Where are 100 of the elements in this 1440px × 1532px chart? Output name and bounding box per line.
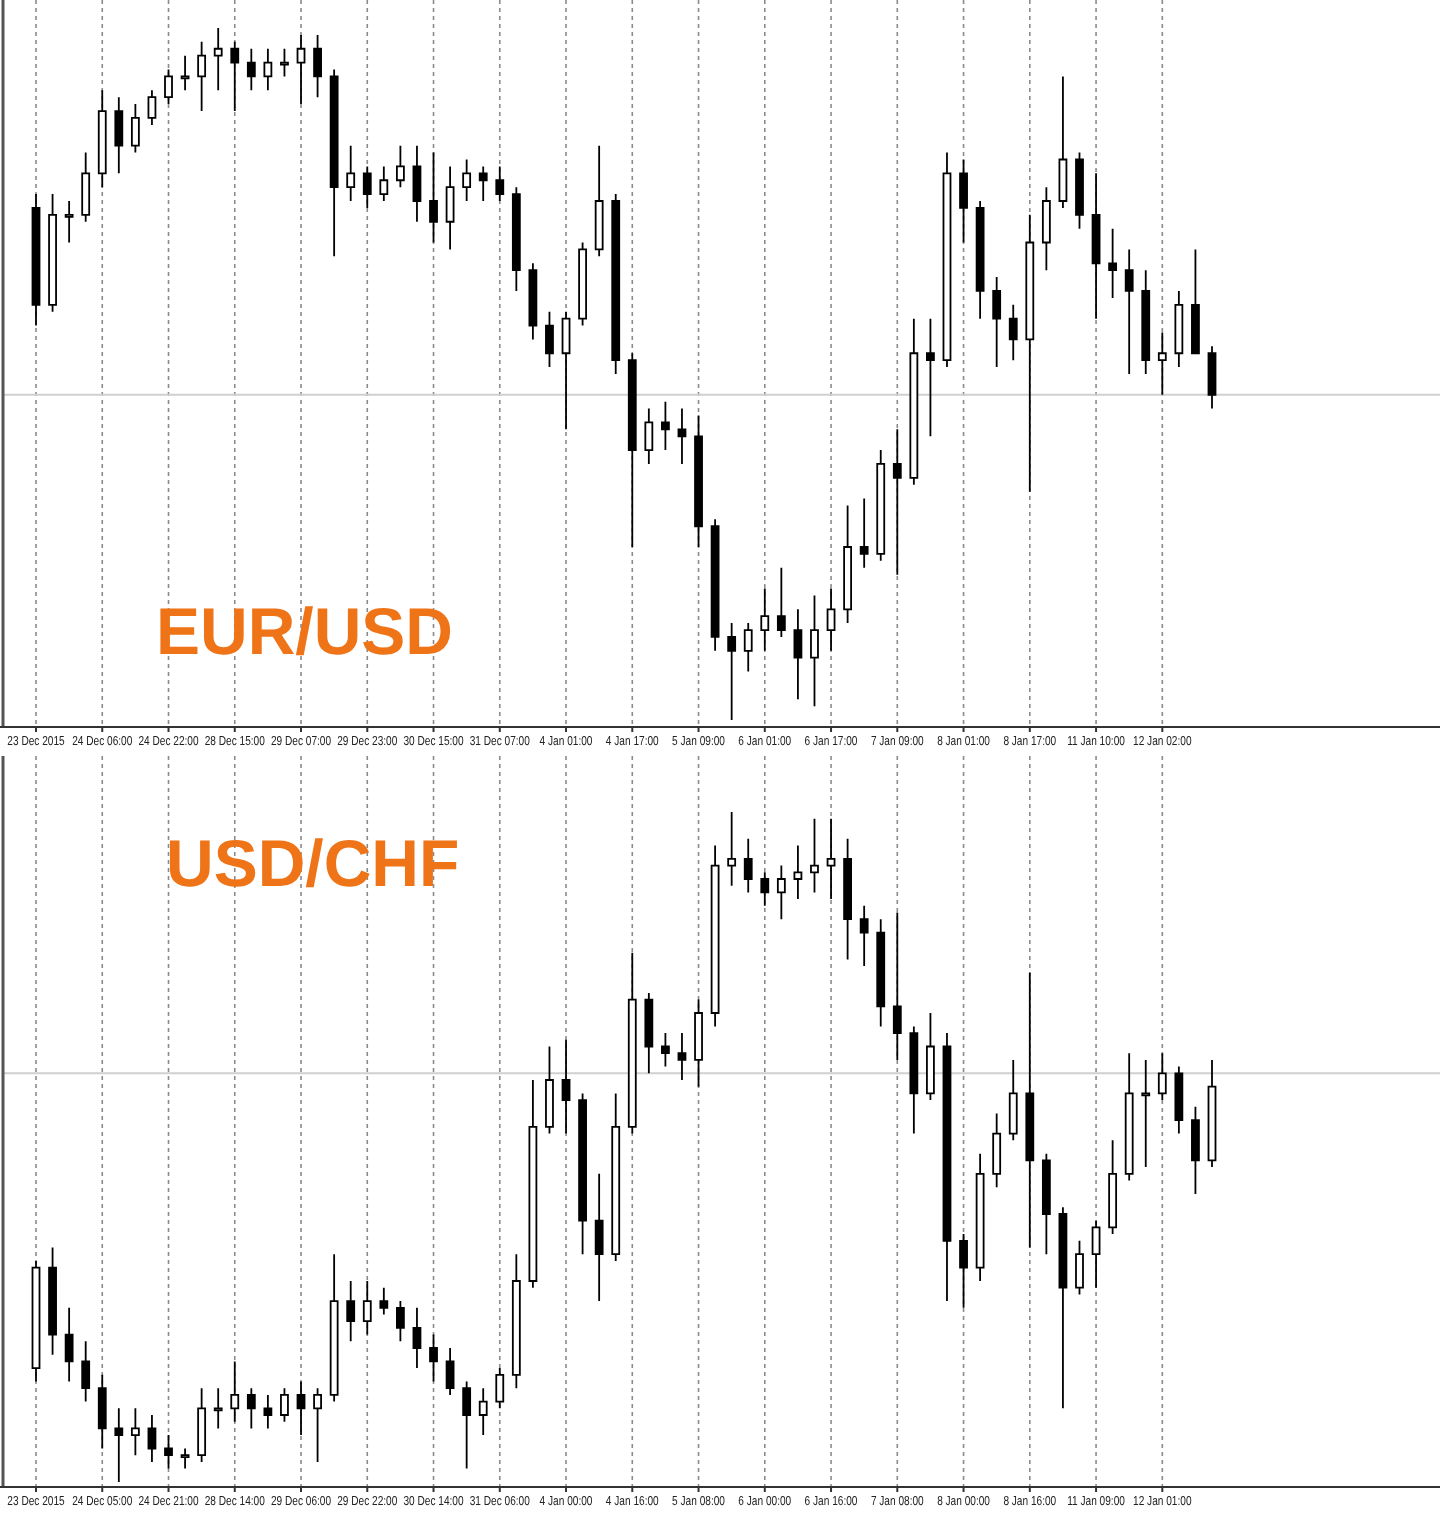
candlestick xyxy=(661,1032,670,1068)
candlestick xyxy=(975,200,985,320)
candlestick xyxy=(909,317,919,486)
candlestick xyxy=(1124,1052,1134,1182)
candlestick xyxy=(578,1092,587,1256)
candlestick xyxy=(594,1172,604,1302)
text: EUR/USD xyxy=(156,594,454,668)
candlestick xyxy=(1108,1139,1118,1235)
candlestick xyxy=(1141,1059,1151,1168)
candlestick xyxy=(1075,151,1084,230)
candlestick xyxy=(843,837,853,961)
candlestick xyxy=(760,871,770,907)
candlestick xyxy=(64,1306,74,1383)
candlestick xyxy=(677,407,687,465)
candlestick xyxy=(114,96,124,175)
candlestick xyxy=(1157,1052,1167,1101)
candlestick xyxy=(627,951,637,1135)
candlestick xyxy=(694,998,703,1088)
candlestick xyxy=(561,1038,571,1135)
candlestick xyxy=(48,193,57,313)
candlestick xyxy=(926,317,935,438)
candlestick xyxy=(81,151,91,223)
candlestick xyxy=(992,276,1002,368)
candlestick xyxy=(164,1434,173,1470)
candlestick xyxy=(776,566,786,638)
candlestick xyxy=(180,1447,190,1470)
candlestick xyxy=(876,449,886,562)
candlestick xyxy=(362,1280,372,1336)
candlestick xyxy=(263,47,273,92)
candlestick xyxy=(362,165,372,209)
candlestick xyxy=(909,1025,919,1135)
candlestick xyxy=(495,1367,505,1410)
candlestick xyxy=(147,89,157,126)
candlestick xyxy=(959,158,968,244)
candlestick xyxy=(1041,1152,1051,1256)
candlestick xyxy=(611,1092,621,1262)
candlestick xyxy=(677,1032,687,1081)
candlestick xyxy=(1008,1059,1018,1142)
candlestick xyxy=(843,504,853,625)
candlestick xyxy=(48,1246,57,1356)
candlestick xyxy=(462,1380,472,1470)
candlestick xyxy=(1058,1206,1068,1410)
candlestick xyxy=(263,1394,273,1430)
candlestick xyxy=(329,1253,339,1403)
candlestick xyxy=(1207,345,1217,410)
candlestick xyxy=(810,817,819,894)
candlestick xyxy=(644,407,654,465)
candlestick xyxy=(147,1414,157,1463)
candlestick xyxy=(959,1233,968,1309)
candlestick xyxy=(313,34,322,99)
candlestick xyxy=(429,1333,438,1383)
candlestick xyxy=(445,1347,455,1396)
candlestick xyxy=(495,165,505,202)
candlestick xyxy=(826,817,836,900)
candlestick xyxy=(130,103,140,154)
candlestick xyxy=(578,241,587,327)
candlestick xyxy=(296,1380,306,1436)
candlestick xyxy=(81,1340,91,1403)
candlestick xyxy=(296,34,306,106)
candlestick xyxy=(280,47,289,78)
candlestick xyxy=(1075,1239,1084,1296)
candlestick xyxy=(926,1012,935,1101)
candlestick xyxy=(478,165,488,202)
candlestick xyxy=(511,186,521,292)
candlestick xyxy=(992,1112,1002,1189)
candlestick xyxy=(760,587,770,652)
candlestick xyxy=(97,89,107,189)
candlestick xyxy=(1041,186,1051,272)
candlestick xyxy=(395,144,405,189)
candlestick xyxy=(743,837,753,894)
candlestick xyxy=(1191,1105,1200,1195)
candlestick xyxy=(942,151,952,368)
candlestick xyxy=(395,1300,405,1343)
candlestick xyxy=(694,414,703,548)
candlestick xyxy=(1141,269,1151,375)
candlestick xyxy=(545,310,554,368)
candlestick xyxy=(230,40,240,112)
candlestick xyxy=(197,1387,207,1463)
candlestick xyxy=(445,165,455,251)
candlestick xyxy=(710,844,720,1028)
candlestick xyxy=(429,151,438,244)
candlestick xyxy=(180,54,190,92)
candlestick xyxy=(1191,248,1200,355)
candlestick xyxy=(280,1387,289,1423)
chart-title: USD/CHF xyxy=(166,826,460,900)
candlestick xyxy=(197,40,207,112)
candlestick xyxy=(346,144,356,202)
candlestick xyxy=(1157,331,1167,396)
candlestick xyxy=(164,68,173,106)
candlestick xyxy=(213,1387,223,1430)
candlestick xyxy=(313,1387,322,1463)
candlestick xyxy=(810,594,819,708)
candlestick xyxy=(892,911,902,1061)
candlestick xyxy=(743,622,753,673)
candlestick xyxy=(130,1407,140,1457)
candlestick xyxy=(1174,290,1184,368)
candlestick xyxy=(230,1360,240,1423)
candlestick xyxy=(412,1306,422,1369)
candlestick xyxy=(246,47,256,92)
candlestick xyxy=(727,811,737,887)
